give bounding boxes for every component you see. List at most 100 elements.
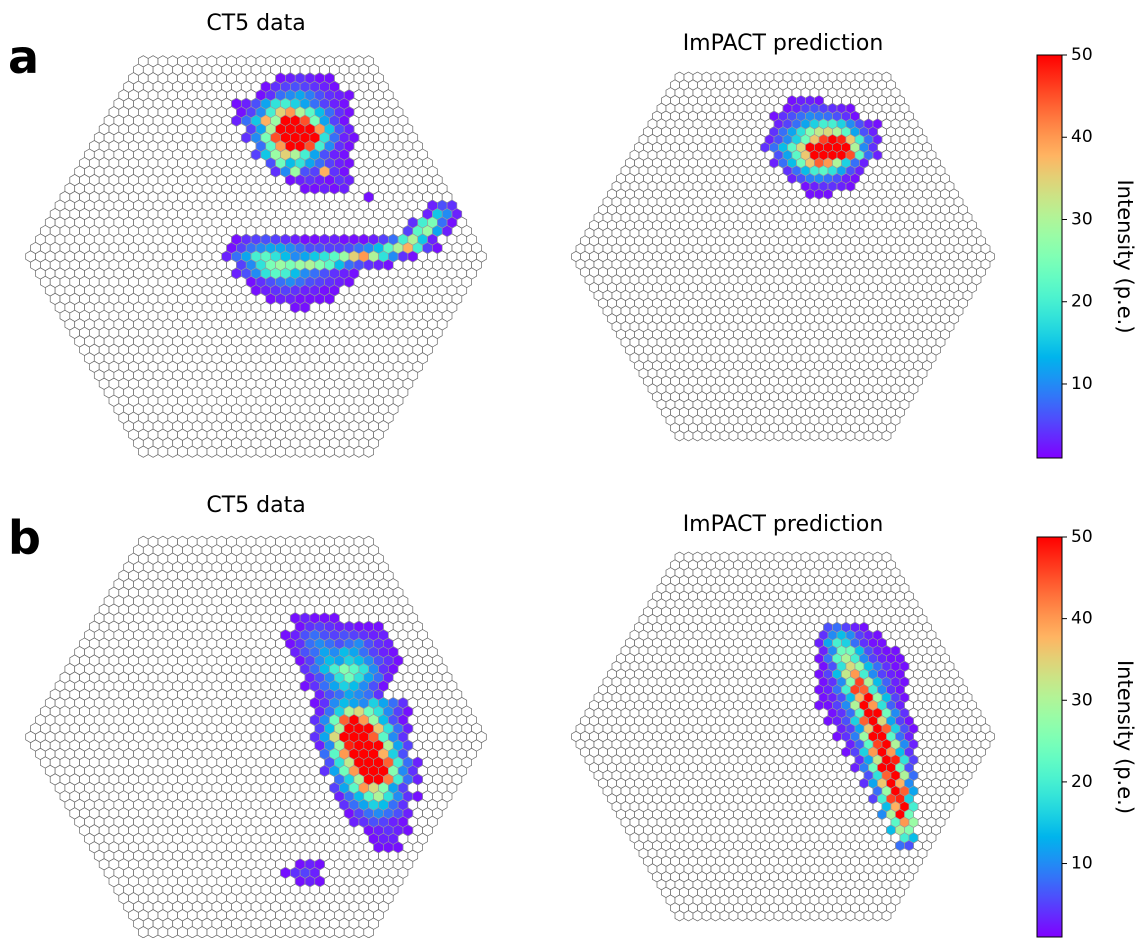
pixel-intensity — [250, 284, 262, 297]
pixel-intensity — [348, 815, 360, 828]
camera-pixel — [285, 445, 296, 458]
camera-pixel — [314, 445, 325, 458]
camera-pixel — [265, 926, 276, 938]
camera-pixel — [755, 430, 766, 442]
camera-pixel — [138, 445, 149, 458]
pixel-intensity — [402, 824, 414, 837]
pixel-intensity — [280, 866, 291, 879]
camera-pixel — [692, 430, 703, 442]
colorbar-tick-label: 30 — [1071, 209, 1093, 229]
camera-pixel — [674, 430, 685, 442]
pixel-intensity — [231, 267, 242, 280]
pixel-intensity — [309, 182, 321, 195]
camera-pixel — [791, 430, 802, 442]
camera-pixel — [255, 926, 267, 938]
camera-pixel — [138, 926, 149, 938]
colorbar — [1036, 54, 1063, 459]
camera-pixel — [245, 445, 257, 458]
pixel-intensity — [363, 191, 374, 204]
camera-pixel — [764, 430, 775, 442]
pixel-intensity — [304, 875, 316, 888]
camera-pixel — [728, 430, 739, 442]
camera-pixel — [737, 430, 748, 442]
camera-pixel — [147, 926, 159, 938]
camera-pixel — [226, 445, 237, 458]
pixel-intensity — [319, 764, 330, 777]
camera-pixel — [275, 445, 286, 458]
pixel-intensity — [397, 250, 409, 263]
camera-pixel — [236, 926, 247, 938]
camera-pixel — [353, 926, 365, 938]
pixel-intensity — [787, 173, 797, 185]
camera-pixel — [177, 445, 188, 458]
camera-pixel — [304, 926, 316, 938]
pixel-intensity — [319, 182, 330, 195]
pixel-intensity — [299, 301, 311, 314]
camera-pixel — [167, 445, 178, 458]
pixel-intensity — [289, 301, 301, 314]
camera-pixel — [285, 926, 296, 938]
pixel-intensity — [329, 182, 340, 195]
camera — [25, 55, 487, 458]
pixel-intensity — [845, 180, 856, 192]
camera-pixel — [881, 430, 892, 442]
camera-pixel — [206, 445, 218, 458]
pixel-intensity — [221, 250, 232, 263]
camera-pixel — [245, 926, 257, 938]
pixel-intensity — [412, 773, 423, 786]
camera-pixel — [343, 926, 355, 938]
pixel-intensity — [383, 841, 394, 854]
camera-pixel — [294, 445, 306, 458]
colorbar-label: Intensity (p.e.) — [1113, 179, 1137, 333]
pixel-intensity — [299, 182, 311, 195]
camera-pixel — [746, 430, 757, 442]
camera-pixel — [157, 445, 169, 458]
pixel-intensity — [432, 242, 443, 255]
pixel-intensity — [872, 149, 883, 161]
camera-pixel — [236, 445, 247, 458]
panel-title: ImPACT prediction — [683, 31, 884, 56]
colorbar-tick-label: 10 — [1071, 374, 1093, 394]
pixel-intensity — [363, 258, 374, 271]
pixel-intensity — [392, 841, 404, 854]
pixel-intensity — [270, 165, 281, 178]
pixel-intensity — [294, 875, 306, 888]
colorbar-tick-label: 20 — [1071, 292, 1093, 312]
camera-pixel — [206, 926, 218, 938]
camera-pixel — [343, 445, 355, 458]
camera-pixel — [187, 445, 198, 458]
panel-letter: a — [8, 30, 39, 84]
pixel-intensity — [805, 188, 815, 200]
pixel-intensity — [241, 131, 252, 144]
camera-pixel — [363, 445, 374, 458]
pixel-intensity — [265, 292, 276, 305]
camera — [571, 551, 995, 922]
pixel-intensity — [407, 250, 419, 263]
camera-pixel — [800, 430, 811, 442]
pixel-intensity — [338, 182, 350, 195]
camera-pixel — [845, 430, 856, 442]
colorbar-tick-label: 40 — [1071, 127, 1093, 147]
pixel-intensity — [324, 292, 335, 305]
camera-pixel — [226, 926, 237, 938]
camera-pixel — [836, 430, 847, 442]
camera-pixel — [147, 445, 159, 458]
colorbar-tick-label: 50 — [1071, 45, 1093, 65]
pixel-intensity — [441, 225, 453, 238]
camera-pixel — [196, 926, 208, 938]
camera — [571, 71, 995, 442]
camera-pixel — [334, 926, 345, 938]
pixel-intensity — [836, 180, 847, 192]
pixel-intensity — [823, 188, 833, 200]
camera-pixel — [187, 926, 198, 938]
camera-pixel — [701, 430, 712, 442]
camera-pixel — [872, 430, 883, 442]
panel-title: CT5 data — [206, 11, 305, 36]
pixel-intensity — [285, 174, 296, 187]
camera-pixel — [353, 445, 365, 458]
camera-pixel — [863, 430, 874, 442]
camera-pixel — [710, 430, 721, 442]
camera-pixel — [818, 430, 829, 442]
camera — [25, 535, 487, 938]
